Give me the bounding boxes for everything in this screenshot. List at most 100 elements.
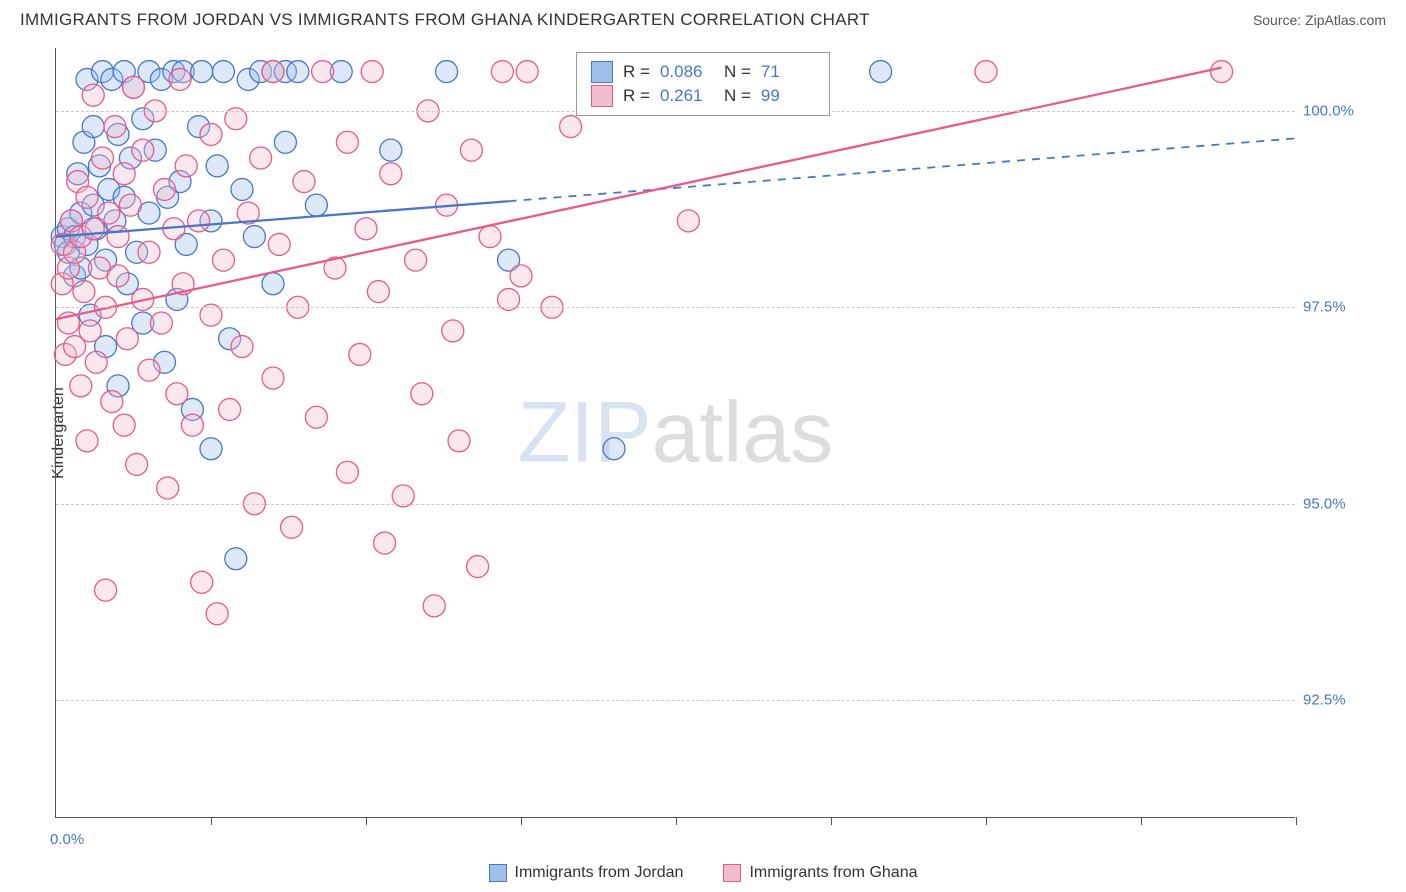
scatter-point-ghana — [82, 84, 104, 106]
scatter-point-ghana — [374, 532, 396, 554]
scatter-point-ghana — [677, 210, 699, 232]
source-prefix: Source: — [1253, 12, 1305, 28]
scatter-point-ghana — [200, 123, 222, 145]
scatter-point-ghana — [188, 210, 210, 232]
scatter-point-ghana — [411, 383, 433, 405]
scatter-point-ghana — [516, 61, 538, 83]
scatter-point-ghana — [281, 516, 303, 538]
scatter-point-ghana — [95, 579, 117, 601]
scatter-point-ghana — [268, 233, 290, 255]
gridline-h — [56, 504, 1295, 505]
scatter-point-jordan — [82, 116, 104, 138]
scatter-point-ghana — [73, 281, 95, 303]
stats-row-ghana: R = 0.261N = 99 — [591, 85, 815, 107]
stats-n-value-ghana: 99 — [761, 86, 815, 106]
scatter-point-jordan — [225, 548, 247, 570]
stats-r-label: R = — [623, 86, 650, 106]
y-tick-label: 92.5% — [1303, 692, 1346, 709]
scatter-point-ghana — [361, 61, 383, 83]
scatter-point-ghana — [305, 406, 327, 428]
x-tick — [366, 817, 367, 825]
scatter-point-jordan — [870, 61, 892, 83]
y-tick-label: 100.0% — [1303, 102, 1354, 119]
stats-swatch-jordan — [591, 61, 613, 83]
scatter-point-jordan — [212, 61, 234, 83]
scatter-point-ghana — [460, 139, 482, 161]
source-name: ZipAtlas.com — [1305, 12, 1386, 28]
stats-r-value-ghana: 0.261 — [660, 86, 714, 106]
legend-item-ghana: Immigrants from Ghana — [723, 864, 917, 882]
stats-legend: R = 0.086N = 71R = 0.261N = 99 — [576, 52, 830, 116]
trendline-dashed-jordan — [509, 138, 1296, 201]
scatter-point-ghana — [405, 249, 427, 271]
scatter-point-ghana — [560, 116, 582, 138]
scatter-point-ghana — [442, 320, 464, 342]
scatter-point-ghana — [104, 116, 126, 138]
scatter-point-ghana — [479, 226, 501, 248]
scatter-point-ghana — [138, 241, 160, 263]
scatter-point-ghana — [175, 155, 197, 177]
gridline-h — [56, 307, 1295, 308]
scatter-point-ghana — [191, 571, 213, 593]
scatter-point-ghana — [98, 202, 120, 224]
x-axis-min-label: 0.0% — [50, 831, 84, 848]
legend-swatch-ghana — [723, 864, 741, 882]
scatter-point-ghana — [250, 147, 272, 169]
y-tick-label: 97.5% — [1303, 299, 1346, 316]
scatter-point-ghana — [150, 312, 172, 334]
x-tick — [521, 817, 522, 825]
scatter-point-ghana — [113, 414, 135, 436]
scatter-point-ghana — [206, 603, 228, 625]
stats-swatch-ghana — [591, 85, 613, 107]
scatter-point-ghana — [113, 163, 135, 185]
scatter-point-ghana — [510, 265, 532, 287]
x-tick — [211, 817, 212, 825]
x-tick — [1141, 817, 1142, 825]
scatter-point-jordan — [380, 139, 402, 161]
scatter-point-ghana — [166, 383, 188, 405]
scatter-point-ghana — [76, 186, 98, 208]
scatter-point-ghana — [262, 61, 284, 83]
scatter-point-jordan — [262, 273, 284, 295]
x-tick — [1296, 817, 1297, 825]
scatter-point-ghana — [157, 477, 179, 499]
scatter-point-ghana — [79, 320, 101, 342]
scatter-point-jordan — [191, 61, 213, 83]
scatter-point-ghana — [107, 265, 129, 287]
legend-label-ghana: Immigrants from Ghana — [749, 864, 917, 882]
scatter-point-ghana — [219, 398, 241, 420]
scatter-point-ghana — [293, 171, 315, 193]
scatter-point-ghana — [154, 178, 176, 200]
scatter-point-ghana — [491, 61, 513, 83]
legend-label-jordan: Immigrants from Jordan — [515, 864, 684, 882]
scatter-point-jordan — [231, 178, 253, 200]
chart-title: IMMIGRANTS FROM JORDAN VS IMMIGRANTS FRO… — [20, 10, 870, 30]
stats-row-jordan: R = 0.086N = 71 — [591, 61, 815, 83]
scatter-point-ghana — [231, 336, 253, 358]
legend-swatch-jordan — [489, 864, 507, 882]
y-tick-label: 95.0% — [1303, 495, 1346, 512]
scatter-point-ghana — [467, 556, 489, 578]
plot-area: ZIPatlas R = 0.086N = 71R = 0.261N = 99 — [55, 48, 1295, 818]
scatter-point-ghana — [169, 68, 191, 90]
scatter-point-jordan — [603, 438, 625, 460]
stats-r-label: R = — [623, 62, 650, 82]
scatter-point-ghana — [123, 76, 145, 98]
scatter-point-ghana — [336, 131, 358, 153]
scatter-point-jordan — [206, 155, 228, 177]
x-tick — [986, 817, 987, 825]
scatter-point-ghana — [116, 328, 138, 350]
scatter-point-ghana — [107, 226, 129, 248]
stats-n-value-jordan: 71 — [761, 62, 815, 82]
scatter-point-ghana — [349, 343, 371, 365]
scatter-point-ghana — [76, 430, 98, 452]
scatter-point-ghana — [132, 139, 154, 161]
scatter-point-jordan — [200, 438, 222, 460]
scatter-point-ghana — [85, 351, 107, 373]
scatter-point-ghana — [70, 375, 92, 397]
scatter-point-jordan — [274, 131, 296, 153]
scatter-point-jordan — [243, 226, 265, 248]
scatter-point-ghana — [312, 61, 334, 83]
legend-item-jordan: Immigrants from Jordan — [489, 864, 684, 882]
scatter-point-jordan — [287, 61, 309, 83]
